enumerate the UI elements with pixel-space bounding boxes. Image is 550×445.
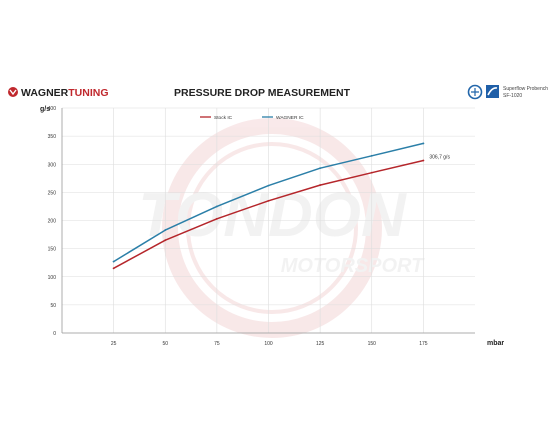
y-tick-label: 200 [48,219,57,225]
data-point [267,184,270,187]
data-point [164,229,167,231]
header: WAGNERTUNING PRESSURE DROP MEASUREMENT S… [8,84,548,100]
data-point [422,159,425,162]
series-layer [112,142,425,270]
annotation-layer: 306,7 g/s [429,154,450,160]
wagner-logo-text: WAGNERTUNING [21,87,109,99]
data-point [112,260,115,263]
y-tick-label: 300 [48,162,57,168]
data-point [112,267,115,270]
x-tick-label: 100 [264,341,273,347]
y-axis-label: g/s [40,106,50,113]
y-tick-label: 100 [48,275,57,281]
y-tick-label: 0 [53,331,56,337]
y-tick-label: 150 [48,247,57,253]
legend-label: Stock IC [214,115,233,121]
data-point [267,199,270,202]
bench-model: SF-1020 [503,93,522,99]
y-tick-label: 50 [50,303,56,309]
wagner-logo: WAGNERTUNING [8,87,109,99]
x-tick-label: 25 [111,341,117,347]
axes-layer: 0 50 100 150 200 250 300 350 400 25 50 75 100 125 150 1… [40,106,504,347]
superflow-logo: Superflow Probench SF-1020 [467,84,548,100]
watermark-text-sub: MOTORSPORT [281,255,425,277]
data-point [164,239,167,242]
value-annotation: 306,7 g/s [429,154,450,160]
superflow-circle-icon [467,84,483,100]
x-tick-label: 125 [316,341,325,347]
data-point [319,167,322,170]
x-tick-label: 150 [368,341,377,347]
data-point [319,184,322,186]
wagner-logo-icon [8,87,18,97]
data-point [422,142,425,145]
x-axis-label: mbar [487,340,504,347]
y-tick-label: 350 [48,134,57,140]
superflow-circle-icon-mark [471,88,479,96]
data-point [215,205,218,208]
y-tick-label: 250 [48,190,57,196]
y-tick-label: 400 [48,106,57,112]
x-tick-label: 75 [214,341,220,347]
watermark-ring-inner [186,142,358,314]
data-point [370,154,373,157]
chart-title: PRESSURE DROP MEASUREMENT [174,87,351,99]
brand-suffix: TUNING [68,87,108,99]
legend-label: WAGNER IC [276,115,304,121]
data-point [215,217,218,220]
grid-layer [62,107,475,334]
x-tick-label: 175 [419,341,428,347]
watermark-text-main: TONDON [138,181,407,250]
superflow-square-icon [486,85,499,98]
data-point [370,171,373,174]
watermark: TONDON MOTORSPORT [138,118,425,338]
x-tick-label: 50 [162,341,168,347]
superflow-square-icon-mark [487,87,498,96]
brand-prefix: WAGNER [21,87,69,99]
bench-name: Superflow Probench [503,86,548,92]
wagner-logo-icon-mark [9,89,17,96]
legend: Stock IC WAGNER IC [200,115,304,121]
